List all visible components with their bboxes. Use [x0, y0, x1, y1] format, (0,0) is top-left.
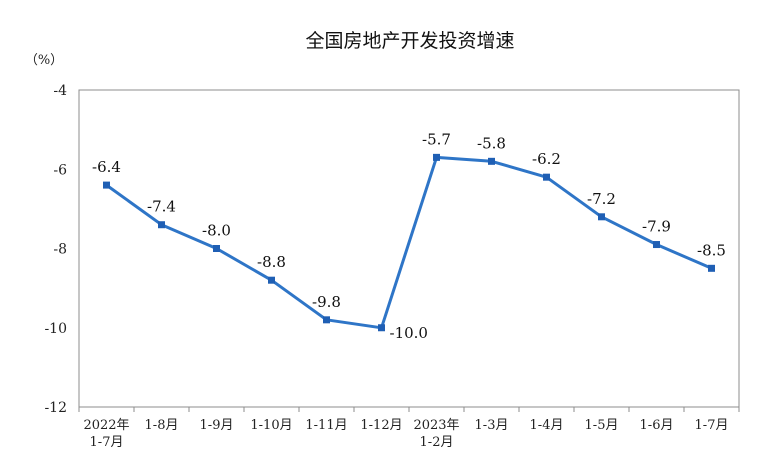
data-point-marker [488, 157, 495, 165]
x-tick-label: 1-3月 [475, 418, 509, 433]
data-label: -8.8 [257, 253, 286, 271]
data-point-marker [323, 316, 330, 324]
series-layer [105, 155, 713, 330]
data-label: -7.2 [587, 190, 616, 208]
marker-layer [103, 153, 715, 332]
y-tick-label: -4 [53, 83, 67, 99]
x-tick-label: 1-4月 [530, 418, 564, 433]
data-point-marker [378, 324, 385, 332]
data-label-layer: -6.4 -7.4 -8.0 -8.8 -9.8 -10.0 -5.7 -5.8 -6.2 -7.… [92, 130, 726, 341]
data-point-marker [708, 264, 715, 272]
data-point-marker [433, 153, 440, 161]
x-tick-label: 1-5月 [585, 418, 619, 433]
data-label: -5.7 [422, 130, 451, 148]
x-tick-label: 1-7月 [695, 418, 729, 433]
x-tick-label: 1-6月 [640, 418, 674, 433]
data-point-marker [103, 181, 110, 189]
y-tick-label: -12 [44, 400, 67, 416]
y-tick-label: -10 [44, 321, 67, 337]
x-tick-label: 1-11月 [305, 418, 347, 433]
data-label: -6.4 [92, 158, 121, 176]
x-tick-label: 1-12月 [360, 418, 402, 433]
y-axis-ticks: -4 -6 -8 -10 -12 [44, 83, 67, 416]
y-tick-label: -6 [53, 162, 67, 178]
x-tick-label: 1-10月 [250, 418, 292, 433]
x-tick-label: 2022年 1-7月 [83, 418, 129, 450]
data-label: -8.0 [202, 222, 231, 240]
data-label: -9.8 [312, 293, 341, 311]
data-point-marker [598, 213, 605, 221]
x-tick-label: 1-8月 [145, 418, 179, 433]
data-point-marker [543, 173, 550, 181]
x-axis-ticks: 2022年 1-7月 1-8月 1-9月 1-10月 1-11月 1-12月 2023年 1-2… [78, 407, 740, 450]
data-point-marker [268, 276, 275, 284]
data-point-marker [213, 245, 220, 252]
data-label: -6.2 [532, 150, 561, 168]
x-tick-label: 2023年 1-2月 [413, 418, 459, 450]
data-point-marker [653, 241, 660, 249]
data-label: -8.5 [697, 241, 726, 259]
data-label: -7.9 [642, 218, 671, 236]
y-tick-label: -8 [53, 242, 67, 258]
y-axis-unit-label: （%） [25, 53, 63, 68]
data-label: -7.4 [147, 198, 176, 216]
plot-area-frame [78, 89, 740, 408]
x-tick-label: 1-9月 [200, 418, 234, 433]
chart-title: 全国房地产开发投资增速 [305, 30, 514, 52]
data-label: -5.8 [477, 134, 506, 152]
series-line [105, 155, 713, 330]
data-label: -10.0 [390, 324, 428, 342]
data-point-marker [158, 221, 165, 229]
